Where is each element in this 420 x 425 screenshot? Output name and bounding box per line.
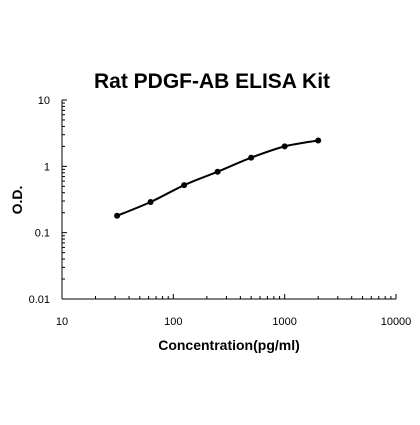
ticks: 0.01 0.1 1 10 10 100 1000 10000 <box>29 95 412 328</box>
data-point <box>214 168 221 175</box>
x-tick-label: 10000 <box>381 316 412 328</box>
data-point <box>281 143 288 150</box>
data-point <box>315 137 322 144</box>
data-point <box>147 198 154 205</box>
data-point <box>181 182 188 189</box>
x-tick-label: 100 <box>164 316 182 328</box>
series-line <box>116 139 319 217</box>
y-axis-label: O.D. <box>9 186 25 215</box>
y-tick-label: 0.1 <box>35 228 50 240</box>
axes <box>61 100 396 300</box>
plot-series <box>114 137 322 219</box>
data-point <box>248 154 255 161</box>
y-tick-label: 1 <box>44 161 50 173</box>
y-tick-label: 0.01 <box>29 294 50 306</box>
y-tick-label: 10 <box>38 95 50 107</box>
x-tick-label: 1000 <box>272 316 296 328</box>
x-tick-label: 10 <box>56 316 68 328</box>
x-axis-label: Concentration(pg/ml) <box>158 337 300 353</box>
data-point <box>114 212 121 219</box>
chart-title: Rat PDGF-AB ELISA Kit <box>94 70 330 93</box>
